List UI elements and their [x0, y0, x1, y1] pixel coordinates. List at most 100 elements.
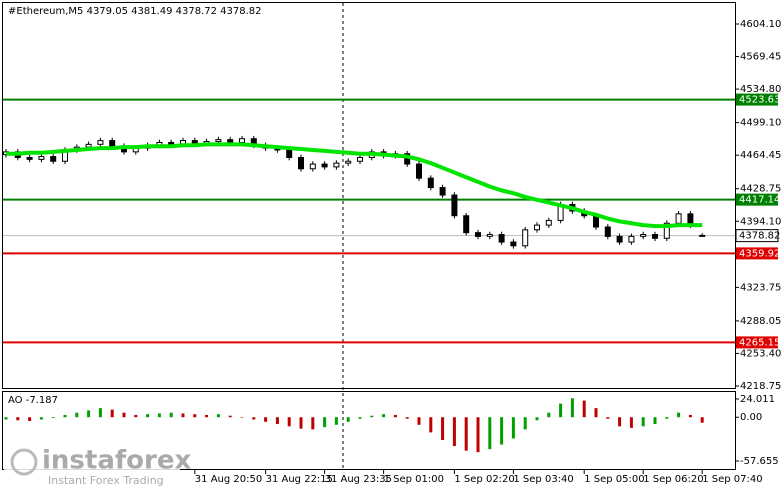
level-label: 4359.92: [739, 248, 780, 259]
x-tick-label: 31 Aug 20:50: [195, 474, 262, 485]
candle-body: [475, 232, 481, 237]
watermark-bg: [4, 443, 180, 488]
candle-body: [427, 177, 434, 189]
ao-bar: [370, 415, 374, 418]
y-tick-label: -57.655: [740, 456, 779, 467]
ao-bar: [51, 417, 55, 418]
ao-bar: [441, 417, 445, 441]
level-label-bg: [736, 93, 778, 106]
level-label: 4417.14: [739, 195, 780, 206]
candle-body: [26, 156, 33, 160]
candle-body: [640, 234, 647, 237]
ao-bar: [570, 398, 574, 418]
candle-body: [97, 140, 104, 145]
candle-body: [498, 234, 505, 243]
ao-bar: [157, 413, 161, 418]
candle-body: [357, 156, 363, 162]
ao-bar: [405, 417, 409, 419]
candle-body: [628, 235, 635, 243]
candle-body: [663, 222, 670, 239]
ao-bar: [299, 417, 303, 429]
y-tick-label: 0.00: [740, 412, 762, 423]
ao-bar: [134, 414, 138, 418]
ao-bar: [535, 417, 539, 421]
ao-bar: [28, 417, 32, 422]
ao-bar: [393, 414, 397, 418]
ao-bar: [98, 408, 102, 418]
candle-body: [333, 162, 340, 168]
ao-bar: [500, 417, 504, 445]
ao-bar: [559, 403, 563, 418]
candle-body: [699, 234, 706, 237]
ao-bar: [16, 417, 20, 421]
candle-body: [439, 187, 446, 196]
ao-bar: [87, 410, 91, 418]
candle-body: [486, 234, 493, 237]
ao-bar: [641, 417, 645, 427]
candle-body: [191, 140, 198, 144]
y-tick-label: 4288.05: [740, 316, 781, 327]
y-tick-label: 4394.10: [740, 216, 781, 227]
ao-frame: [2, 391, 736, 470]
y-tick-label: 4428.75: [740, 184, 781, 195]
candle-body: [616, 235, 623, 243]
y-tick-label: 4604.10: [740, 19, 781, 30]
candle-body: [522, 229, 529, 247]
candle-body: [510, 241, 517, 247]
plot: 4604.10 4569.45 4534.80 4499.10 4464.45 4428.…: [3, 19, 781, 485]
y-tick-label: 4253.40: [740, 348, 781, 359]
candle-body: [463, 215, 470, 234]
x-tick-label: 1 Sep 05:00: [584, 474, 644, 485]
candle-body: [451, 194, 458, 217]
candle-body: [227, 139, 234, 143]
ao-bar: [629, 417, 633, 428]
y-tick-label: 4323.75: [740, 282, 781, 293]
ao-bar: [688, 414, 692, 418]
ao-bar: [169, 412, 173, 418]
candle-body: [298, 156, 304, 170]
watermark-logo: [10, 448, 38, 476]
candle-body: [309, 163, 316, 170]
ao-bar: [275, 417, 279, 425]
x-tick-label: 31 Aug 23:35: [325, 474, 392, 485]
ao-bar: [417, 417, 421, 425]
ao-bar: [429, 417, 433, 433]
level-label: 4265.15: [739, 337, 780, 348]
ao-bar: [264, 417, 268, 422]
candle-body: [534, 224, 540, 231]
level-label-bg: [736, 336, 778, 349]
ao-bar: [181, 413, 185, 418]
ao-bar: [252, 417, 256, 420]
ao-bar: [452, 417, 456, 447]
candle-body: [321, 163, 328, 168]
watermark-tagline: Instant Forex Trading: [48, 474, 164, 487]
candle-body: [675, 213, 682, 224]
ao-title: AO -7.187: [8, 395, 58, 406]
x-tick-label: 31 Aug 22:15: [266, 474, 333, 485]
main-frame: [2, 2, 736, 389]
ao-bar: [700, 417, 704, 423]
watermark-brand: instaforex: [42, 446, 192, 476]
candle-body: [604, 226, 611, 237]
ao-bar: [311, 417, 315, 430]
ao-bar: [476, 417, 480, 453]
x-tick-label: 1 Sep 02:20: [454, 474, 514, 485]
x-tick-label: 1 Sep 06:20: [643, 474, 703, 485]
ao-bar: [122, 412, 126, 418]
ao-bar: [110, 409, 114, 418]
ao-bar: [594, 408, 598, 418]
y-tick-label: 4464.45: [740, 150, 781, 161]
candle-body: [416, 163, 422, 179]
ao-bar: [346, 417, 350, 422]
candle-body: [215, 139, 222, 143]
moving-average: [6, 142, 703, 229]
current-price-bg: [735, 229, 779, 243]
candle-body: [239, 138, 245, 143]
ao-bar: [665, 417, 669, 419]
y-tick-label: 4534.80: [740, 84, 781, 95]
level-label: 4523.63: [739, 95, 780, 106]
candle-body: [109, 140, 116, 147]
y-tick-label: 4218.75: [740, 381, 781, 392]
